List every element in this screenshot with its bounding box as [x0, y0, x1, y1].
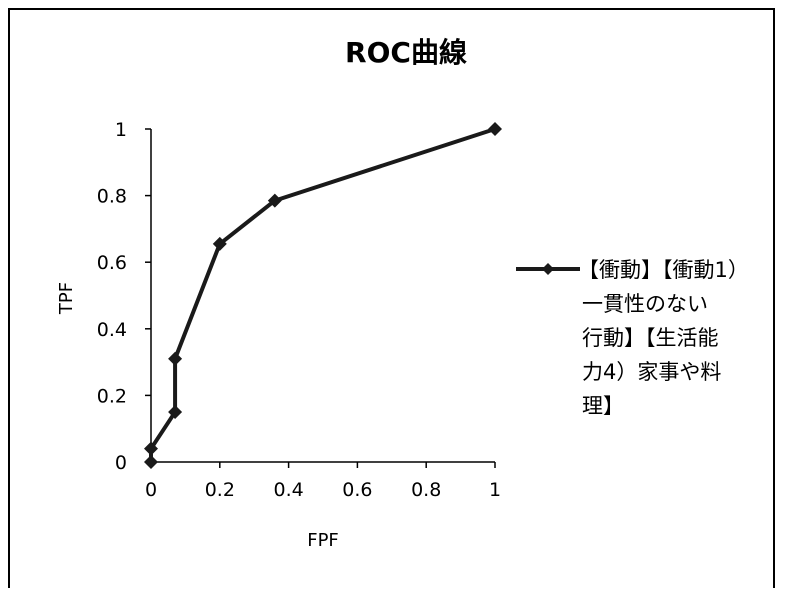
x-tick-label: 0.6 [342, 479, 372, 501]
legend-label-line: 理】 [582, 394, 624, 418]
y-axis-title: TPF [56, 282, 77, 315]
y-tick-label: 1 [115, 119, 127, 141]
legend-label-line: 一貫性のない [582, 292, 708, 316]
data-point-marker [267, 193, 282, 208]
legend-label-line: 【衝動】【衝動1） [578, 258, 749, 282]
y-tick-label: 0.8 [97, 186, 127, 208]
x-tick-label: 0 [145, 479, 157, 501]
data-point-marker [168, 405, 183, 420]
data-point-marker [144, 455, 158, 469]
y-tick-label: 0.4 [97, 319, 127, 341]
data-point-marker [144, 441, 158, 456]
data-point-marker [168, 351, 183, 366]
data-point-marker [488, 122, 502, 136]
y-tick-label: 0 [115, 452, 127, 474]
y-tick-label: 0.2 [97, 385, 127, 407]
legend-label-line: 力4）家事や料 [582, 360, 721, 384]
x-tick-label: 0.4 [273, 479, 303, 501]
data-point-marker [212, 236, 227, 251]
chart-frame [8, 8, 775, 588]
series-line [149, 127, 496, 462]
chart-title: ROC曲線 [345, 36, 467, 69]
x-axis-title: FPF [307, 530, 339, 551]
y-tick-label: 0.6 [97, 252, 127, 274]
legend-label-line: 行動】【生活能 [582, 326, 719, 350]
legend-marker [542, 263, 554, 275]
x-tick-label: 0.8 [411, 479, 441, 501]
x-tick-label: 0.2 [205, 479, 235, 501]
x-tick-label: 1 [489, 479, 501, 501]
